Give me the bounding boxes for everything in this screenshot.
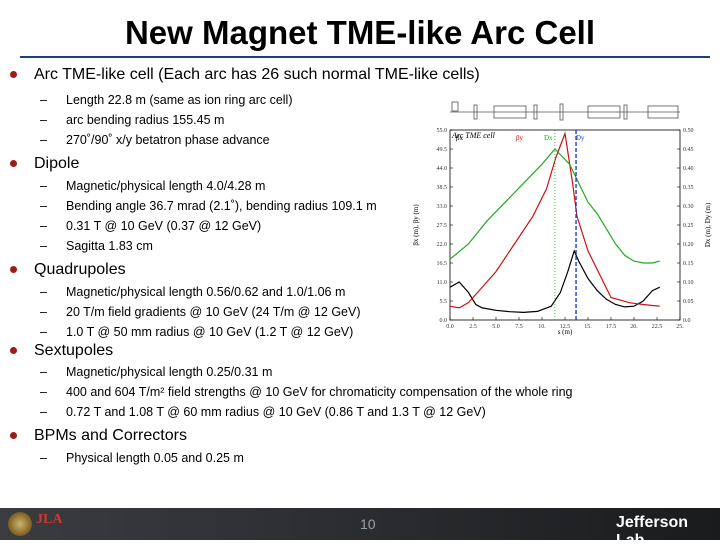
list-item: Magnetic/physical length 0.56/0.62 and 1… — [66, 285, 346, 299]
dash-icon: – — [40, 219, 47, 233]
y-tick-label-right: 0.20 — [683, 242, 694, 248]
list-item: Magnetic/physical length 0.25/0.31 m — [66, 365, 273, 379]
x-tick-label: 17.5 — [606, 324, 617, 330]
y-tick-label-right: 0.50 — [683, 128, 694, 134]
y-tick-label-left: 49.5 — [437, 147, 448, 153]
y-tick-label-right: 0.0 — [683, 318, 691, 324]
x-tick-label: 25. — [676, 324, 684, 330]
x-tick-label: 0.0 — [446, 324, 454, 330]
list-item: 400 and 604 T/m² field strengths @ 10 Ge… — [66, 385, 573, 399]
list-item: arc bending radius 155.45 m — [66, 113, 225, 127]
list-item: Physical length 0.05 and 0.25 m — [66, 451, 244, 465]
title-divider — [20, 56, 710, 58]
y-tick-label-left: 0.0 — [440, 318, 448, 324]
y-tick-label-right: 0.25 — [683, 223, 694, 229]
y-tick-label-left: 5.5 — [440, 299, 448, 305]
slide-title: New Magnet TME-like Arc Cell — [124, 14, 596, 51]
x-tick-label: 15. — [584, 324, 592, 330]
footer-bar: JLA 10 Jefferson Lab — [0, 508, 720, 549]
legend-item: Dx — [544, 134, 553, 142]
x-tick-label: 2.5 — [469, 324, 477, 330]
dash-icon: – — [40, 133, 47, 147]
list-item: Length 22.8 m (same as ion ring arc cell… — [66, 93, 293, 107]
y-axis-label-right: Dx (m), Dy (m) — [704, 202, 712, 247]
dash-icon: – — [40, 199, 47, 213]
jefferson-lab-logo: Jefferson Lab — [616, 514, 689, 549]
bullet-icon — [10, 71, 17, 78]
y-tick-label-right: 0.35 — [683, 185, 694, 191]
y-tick-label-right: 0.30 — [683, 204, 694, 210]
seal-logo-icon — [8, 512, 32, 536]
list-item: 0.72 T and 1.08 T @ 60 mm radius @ 10 Ge… — [66, 405, 486, 419]
section-heading: Dipole — [34, 155, 80, 172]
legend-item: βx — [456, 134, 464, 142]
series-line-βx — [449, 249, 661, 314]
list-item: 270˚/90˚ x/y betatron phase advance — [66, 133, 270, 147]
list-item: 20 T/m field gradients @ 10 GeV (24 T/m … — [66, 305, 361, 319]
list-item: 1.0 T @ 50 mm radius @ 10 GeV (1.2 T @ 1… — [66, 325, 354, 339]
list-item: Sagitta 1.83 cm — [66, 239, 153, 253]
x-tick-label: 12.5 — [560, 324, 571, 330]
chart-title: Arc TME cell — [451, 131, 496, 140]
section-heading: Sextupoles — [34, 342, 114, 359]
series-line-Dx — [449, 148, 660, 264]
dash-icon: – — [40, 305, 47, 319]
dash-icon: – — [40, 365, 47, 379]
y-tick-label-right: 0.10 — [683, 280, 694, 286]
bullet-icon — [10, 347, 17, 354]
dash-icon: – — [40, 179, 47, 193]
y-tick-label-left: 55.0 — [437, 128, 448, 134]
y-tick-label-right: 0.45 — [683, 147, 694, 153]
section-heading: Arc TME-like cell (Each arc has 26 such … — [34, 66, 480, 83]
dash-icon: – — [40, 113, 47, 127]
x-tick-label: 10. — [538, 324, 546, 330]
y-tick-label-left: 11.0 — [437, 280, 447, 286]
x-axis-label: s (m) — [558, 328, 573, 336]
section-heading: BPMs and Correctors — [34, 427, 187, 444]
y-tick-label-left: 33.0 — [437, 204, 448, 210]
jla-logo: JLA — [36, 512, 63, 527]
dash-icon: – — [40, 451, 47, 465]
x-tick-label: 22.5 — [652, 324, 663, 330]
series-line-βy — [449, 131, 660, 309]
y-tick-label-left: 44.0 — [437, 166, 448, 172]
y-tick-label-left: 38.5 — [437, 185, 448, 191]
dash-icon: – — [40, 93, 47, 107]
page-number: 10 — [360, 516, 376, 532]
y-tick-label-right: 0.15 — [683, 261, 694, 267]
bullet-icon — [10, 160, 17, 167]
bullet-icon — [10, 432, 17, 439]
dash-icon: – — [40, 405, 47, 419]
twiss-chart: Arc TME cell 0.0 2.5 5.0 7.5 10. 12.5 15. 17.5 2… — [412, 101, 712, 336]
list-item: Bending angle 36.7 mrad (2.1˚), bending … — [66, 199, 377, 213]
dash-icon: – — [40, 239, 47, 253]
dash-icon: – — [40, 325, 47, 339]
section-heading: Quadrupoles — [34, 261, 126, 278]
lattice-elements-icon — [450, 101, 680, 121]
y-tick-label-left: 22.0 — [437, 242, 448, 248]
list-item: Magnetic/physical length 4.0/4.28 m — [66, 179, 266, 193]
dash-icon: – — [40, 385, 47, 399]
list-item: 0.31 T @ 10 GeV (0.37 @ 12 GeV) — [66, 219, 262, 233]
y-tick-label-right: 0.05 — [683, 299, 694, 305]
dash-icon: – — [40, 285, 47, 299]
x-tick-label: 7.5 — [515, 324, 523, 330]
y-axis-label-left: βx (m), βy (m) — [412, 204, 420, 246]
legend-item: βy — [516, 134, 524, 142]
legend-item: Dy — [576, 134, 585, 142]
y-tick-label-left: 16.5 — [437, 261, 448, 267]
y-tick-label-right: 0.40 — [683, 166, 694, 172]
bullet-icon — [10, 266, 17, 273]
x-tick-label: 5.0 — [492, 324, 500, 330]
x-tick-label: 20. — [630, 324, 638, 330]
y-tick-label-left: 27.5 — [437, 223, 448, 229]
